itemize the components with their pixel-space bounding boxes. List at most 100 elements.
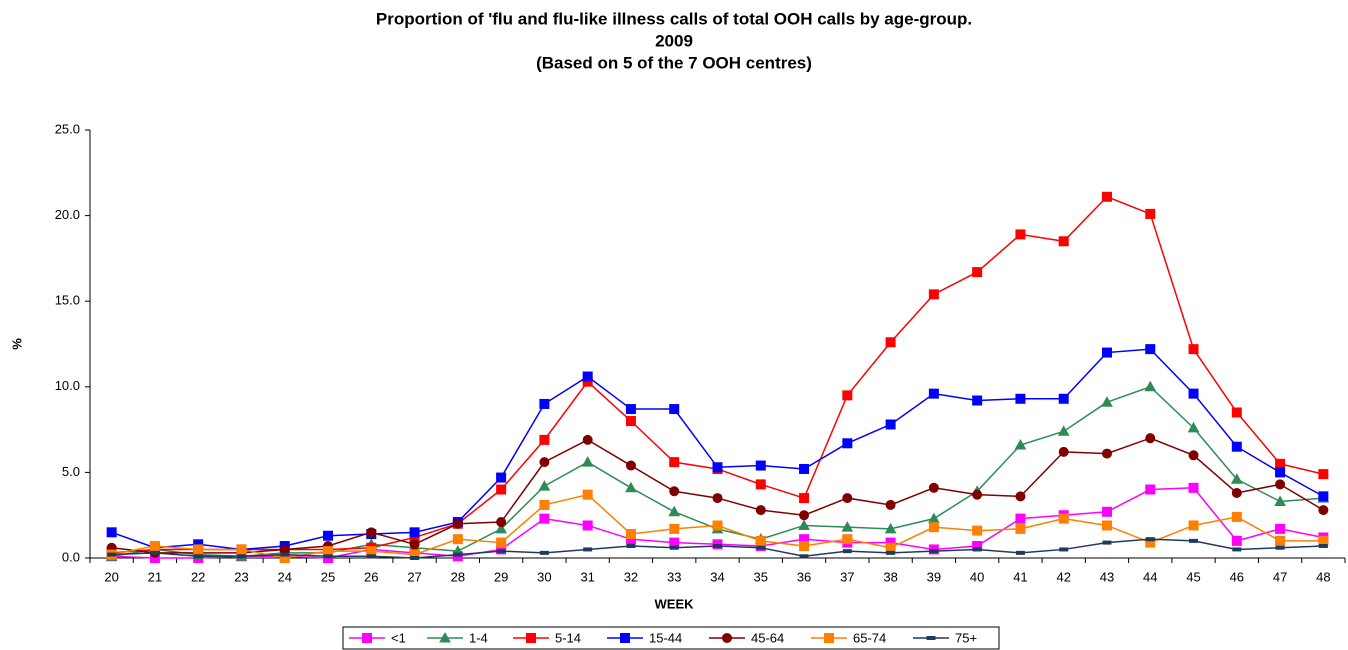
data-point <box>496 484 507 495</box>
x-tick-label: 20 <box>104 569 118 584</box>
data-point <box>842 438 853 449</box>
data-point <box>410 556 420 560</box>
data-point <box>1187 421 1200 433</box>
data-point <box>583 547 593 552</box>
legend-marker <box>824 633 834 643</box>
legend-label: 45-64 <box>751 630 784 645</box>
legend-label: <1 <box>391 630 406 645</box>
data-point <box>713 544 722 549</box>
x-tick-label: 38 <box>883 569 897 584</box>
x-tick-label: 44 <box>1143 569 1157 584</box>
data-point <box>539 457 550 468</box>
x-tick-label: 28 <box>451 569 465 584</box>
data-point <box>496 517 507 528</box>
data-point <box>755 535 766 546</box>
data-point <box>1275 467 1286 478</box>
data-point <box>1057 425 1070 436</box>
x-tick-label: 24 <box>278 569 292 584</box>
data-point <box>669 457 680 468</box>
data-point <box>1275 458 1286 469</box>
data-point <box>798 519 810 530</box>
x-tick-label: 46 <box>1230 569 1244 584</box>
data-point <box>1102 540 1112 545</box>
x-tick-label: 41 <box>1013 569 1027 584</box>
data-point <box>884 522 897 534</box>
data-point <box>972 395 983 406</box>
data-point <box>1231 511 1242 522</box>
data-point <box>669 404 680 415</box>
x-tick-label: 33 <box>667 569 681 584</box>
legend-marker <box>439 631 451 643</box>
data-point <box>886 550 896 555</box>
data-point <box>625 529 636 540</box>
data-point <box>625 416 636 427</box>
chart-title: (Based on 5 of the 7 OOH centres) <box>536 53 812 72</box>
data-point <box>1230 473 1243 484</box>
data-point <box>107 552 117 557</box>
data-point <box>1231 535 1242 546</box>
data-point <box>582 371 593 382</box>
data-point <box>755 505 766 516</box>
data-point <box>1101 520 1112 531</box>
x-tick-label: 48 <box>1316 569 1330 584</box>
data-point <box>1145 344 1156 355</box>
data-point <box>323 530 334 541</box>
y-tick-label: 25.0 <box>55 121 80 136</box>
data-point <box>1275 479 1286 490</box>
data-point <box>1101 347 1112 358</box>
x-tick-label: 40 <box>970 569 984 584</box>
x-tick-label: 29 <box>494 569 508 584</box>
data-point <box>928 512 940 524</box>
data-point <box>1145 433 1156 444</box>
data-point <box>1275 545 1285 550</box>
data-point <box>1318 469 1329 480</box>
data-point <box>1231 441 1242 452</box>
data-point <box>1059 547 1069 552</box>
legend-marker <box>926 636 936 640</box>
x-tick-label: 42 <box>1056 569 1070 584</box>
data-point <box>972 525 983 536</box>
data-point <box>452 534 463 545</box>
data-point <box>1275 523 1286 534</box>
data-point <box>669 545 679 550</box>
x-tick-label: 36 <box>797 569 811 584</box>
x-tick-label: 39 <box>927 569 941 584</box>
x-axis-label: WEEK <box>655 596 695 611</box>
data-point <box>669 486 680 497</box>
data-point <box>1145 537 1155 542</box>
data-point <box>1058 393 1069 404</box>
legend-marker <box>362 633 372 643</box>
data-point <box>539 398 550 409</box>
x-tick-label: 30 <box>537 569 551 584</box>
y-tick-label: 20.0 <box>55 207 80 222</box>
data-point <box>1145 484 1156 495</box>
data-point <box>496 537 507 548</box>
data-point <box>1188 520 1199 531</box>
legend-label: 5-14 <box>555 630 581 645</box>
data-point <box>1318 491 1329 502</box>
data-point <box>842 493 853 504</box>
x-tick-label: 27 <box>407 569 421 584</box>
data-point <box>929 549 939 554</box>
data-point <box>538 480 551 491</box>
data-point <box>1232 547 1242 552</box>
data-point <box>755 479 766 490</box>
data-point <box>149 541 160 552</box>
data-point <box>799 493 810 504</box>
data-point <box>236 544 247 555</box>
data-point <box>1188 388 1199 399</box>
data-point <box>539 513 550 524</box>
data-point <box>755 460 766 471</box>
data-point <box>452 518 463 529</box>
data-point <box>885 337 896 348</box>
data-point <box>1014 438 1027 450</box>
x-tick-label: 22 <box>191 569 205 584</box>
data-point <box>1101 506 1112 517</box>
data-point <box>496 549 506 554</box>
legend-label: 15-44 <box>649 630 682 645</box>
data-point <box>150 550 160 555</box>
x-tick-label: 35 <box>754 569 768 584</box>
data-point <box>1188 482 1199 493</box>
data-point <box>885 499 896 510</box>
